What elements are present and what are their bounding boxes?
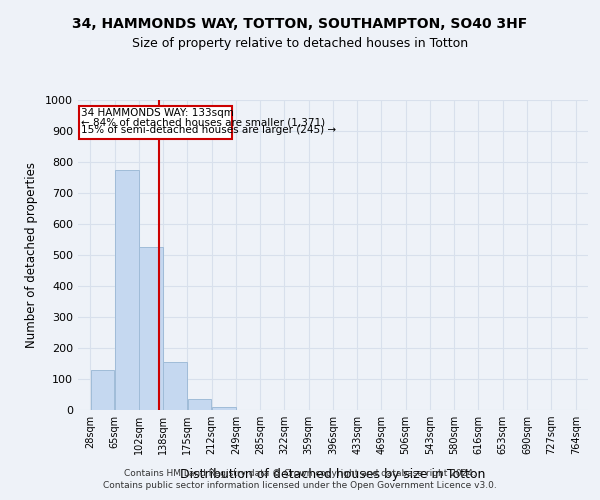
Text: ← 84% of detached houses are smaller (1,371): ← 84% of detached houses are smaller (1,… (80, 117, 325, 127)
Bar (91, 370, 114, 410)
Bar (139, 247, 163, 410)
Bar (188, 399, 211, 410)
Y-axis label: Number of detached properties: Number of detached properties (25, 162, 38, 348)
Text: Size of property relative to detached houses in Totton: Size of property relative to detached ho… (132, 38, 468, 51)
Bar (212, 407, 236, 410)
Text: Contains HM Land Registry data © Crown copyright and database right 2024.
Contai: Contains HM Land Registry data © Crown c… (103, 468, 497, 490)
Text: 15% of semi-detached houses are larger (245) →: 15% of semi-detached houses are larger (… (80, 126, 336, 136)
Bar (79, 106, 232, 138)
Bar (163, 362, 187, 410)
X-axis label: Distribution of detached houses by size in Totton: Distribution of detached houses by size … (181, 468, 485, 481)
Text: 34, HAMMONDS WAY, TOTTON, SOUTHAMPTON, SO40 3HF: 34, HAMMONDS WAY, TOTTON, SOUTHAMPTON, S… (73, 18, 527, 32)
Text: 34 HAMMONDS WAY: 133sqm: 34 HAMMONDS WAY: 133sqm (80, 108, 233, 118)
Bar (115, 170, 139, 410)
